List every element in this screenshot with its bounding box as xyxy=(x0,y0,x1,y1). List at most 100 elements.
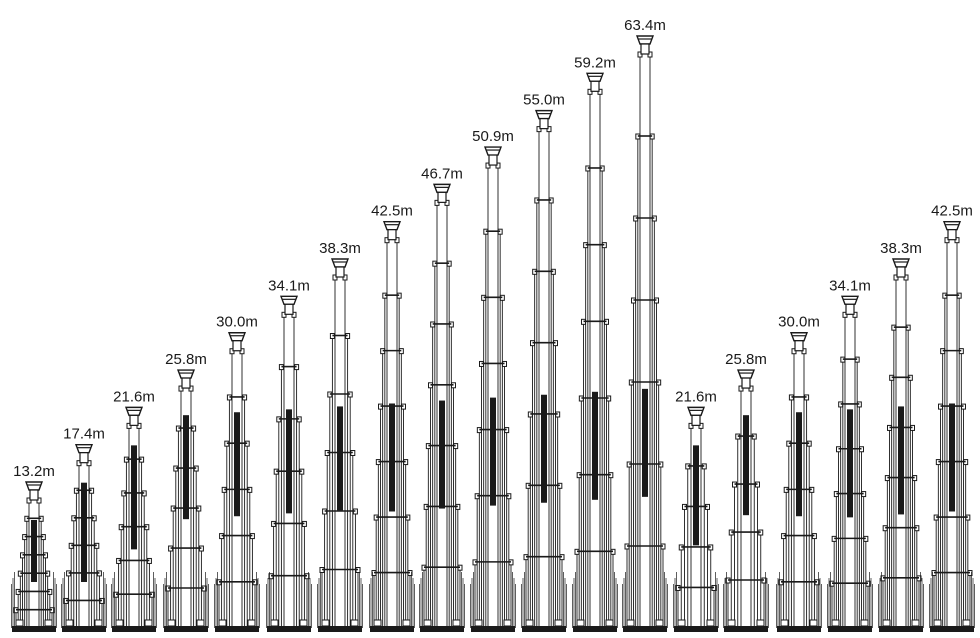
mast-head-neck xyxy=(896,266,906,278)
mast-height-label: 38.3m xyxy=(880,240,922,257)
base-plate xyxy=(930,626,974,632)
mast-height-label: 21.6m xyxy=(675,388,717,405)
base-foot xyxy=(196,619,205,627)
base-plate xyxy=(215,626,259,632)
base-foot xyxy=(402,619,411,627)
mast: 55.0m xyxy=(521,92,567,632)
mast-height-label: 46.7m xyxy=(421,165,463,182)
masts-layer: 13.2m 17.4m 21.6m 25.8m 30.0m 34.1m 38.3m 42.5m… xyxy=(11,17,975,632)
mast-head-neck xyxy=(387,229,397,241)
mast: 59.2m xyxy=(572,54,618,632)
base-foot xyxy=(452,619,461,627)
hydraulic-ram xyxy=(81,482,87,582)
base-foot xyxy=(882,619,891,627)
mast-head xyxy=(942,220,962,231)
mast-height-label: 34.1m xyxy=(829,277,871,294)
base-plate xyxy=(828,626,872,632)
mast-height-label: 17.4m xyxy=(63,426,105,443)
mast-head xyxy=(124,406,144,417)
base-foot xyxy=(218,619,227,627)
base-foot xyxy=(503,619,512,627)
mast-height-label: 63.4m xyxy=(624,17,666,34)
mast-head-neck xyxy=(590,80,600,92)
base-foot xyxy=(94,619,103,627)
base-foot xyxy=(423,619,432,627)
mast: 42.5m xyxy=(369,203,415,632)
hydraulic-ram xyxy=(439,400,445,509)
mast-head xyxy=(585,72,605,83)
base-plate xyxy=(777,626,821,632)
mast: 34.1m xyxy=(266,277,312,632)
mast-head-neck xyxy=(79,452,89,464)
hydraulic-ram xyxy=(234,412,240,517)
hydraulic-ram xyxy=(389,403,395,512)
mast-head xyxy=(176,369,196,379)
mast-height-label: 59.2m xyxy=(574,54,616,71)
base-foot xyxy=(115,619,124,627)
mast: 38.3m xyxy=(878,240,924,632)
mast-head-neck xyxy=(794,340,804,352)
base-plate xyxy=(318,626,362,632)
base-foot xyxy=(321,619,330,627)
base-foot xyxy=(44,619,53,627)
hydraulic-ram xyxy=(592,391,598,500)
hydraulic-ram xyxy=(949,403,955,512)
base-plate xyxy=(522,626,566,632)
base-foot xyxy=(144,619,153,627)
mast: 34.1m xyxy=(827,277,873,632)
mast-head xyxy=(382,220,402,231)
mast-head xyxy=(635,35,655,45)
mast-head-neck xyxy=(129,414,139,426)
mast-height-label: 30.0m xyxy=(778,314,820,331)
base-plate xyxy=(879,626,923,632)
hydraulic-ram xyxy=(847,409,853,518)
hydraulic-ram xyxy=(541,394,547,503)
mast-height-label: 34.1m xyxy=(268,277,310,294)
mast: 38.3m xyxy=(317,240,363,632)
mast-head xyxy=(483,146,503,156)
mast-height-label: 21.6m xyxy=(113,388,155,405)
base-foot xyxy=(911,619,920,627)
mast-head-neck xyxy=(845,303,855,315)
mast-head-neck xyxy=(232,340,242,352)
base-plate xyxy=(573,626,617,632)
mast-head-neck xyxy=(947,229,957,241)
mast-height-label: 50.9m xyxy=(472,128,514,145)
hydraulic-ram xyxy=(490,397,496,506)
base-foot xyxy=(525,619,534,627)
mast-height-label: 25.8m xyxy=(725,351,767,368)
mast-head xyxy=(891,258,911,268)
base-foot xyxy=(860,619,869,627)
mast-head-neck xyxy=(335,266,345,278)
mast-head xyxy=(534,109,554,120)
base-plate xyxy=(112,626,156,632)
mast: 25.8m xyxy=(723,351,769,632)
base-foot xyxy=(809,619,818,627)
mast-head-neck xyxy=(437,191,447,203)
base-plate xyxy=(62,626,106,632)
base-foot xyxy=(655,619,664,627)
mast-height-label: 13.2m xyxy=(13,463,55,480)
mast-head xyxy=(686,406,706,417)
base-plate xyxy=(471,626,515,632)
base-plate xyxy=(623,626,667,632)
hydraulic-ram xyxy=(337,406,343,511)
mast-head xyxy=(840,295,860,306)
base-foot xyxy=(576,619,585,627)
base-foot xyxy=(727,619,736,627)
hydraulic-ram xyxy=(693,445,699,546)
mast-height-label: 42.5m xyxy=(931,203,973,220)
hydraulic-ram xyxy=(286,409,292,514)
base-foot xyxy=(626,619,635,627)
base-foot xyxy=(474,619,483,627)
mast-height-label: 25.8m xyxy=(165,351,207,368)
base-plate xyxy=(370,626,414,632)
base-foot xyxy=(350,619,359,627)
mast-head-neck xyxy=(640,43,650,55)
mast: 17.4m xyxy=(61,426,107,632)
mast-head xyxy=(330,258,350,268)
mast-head xyxy=(24,481,44,491)
mast-head-neck xyxy=(488,154,498,166)
mast: 46.7m xyxy=(419,165,465,632)
